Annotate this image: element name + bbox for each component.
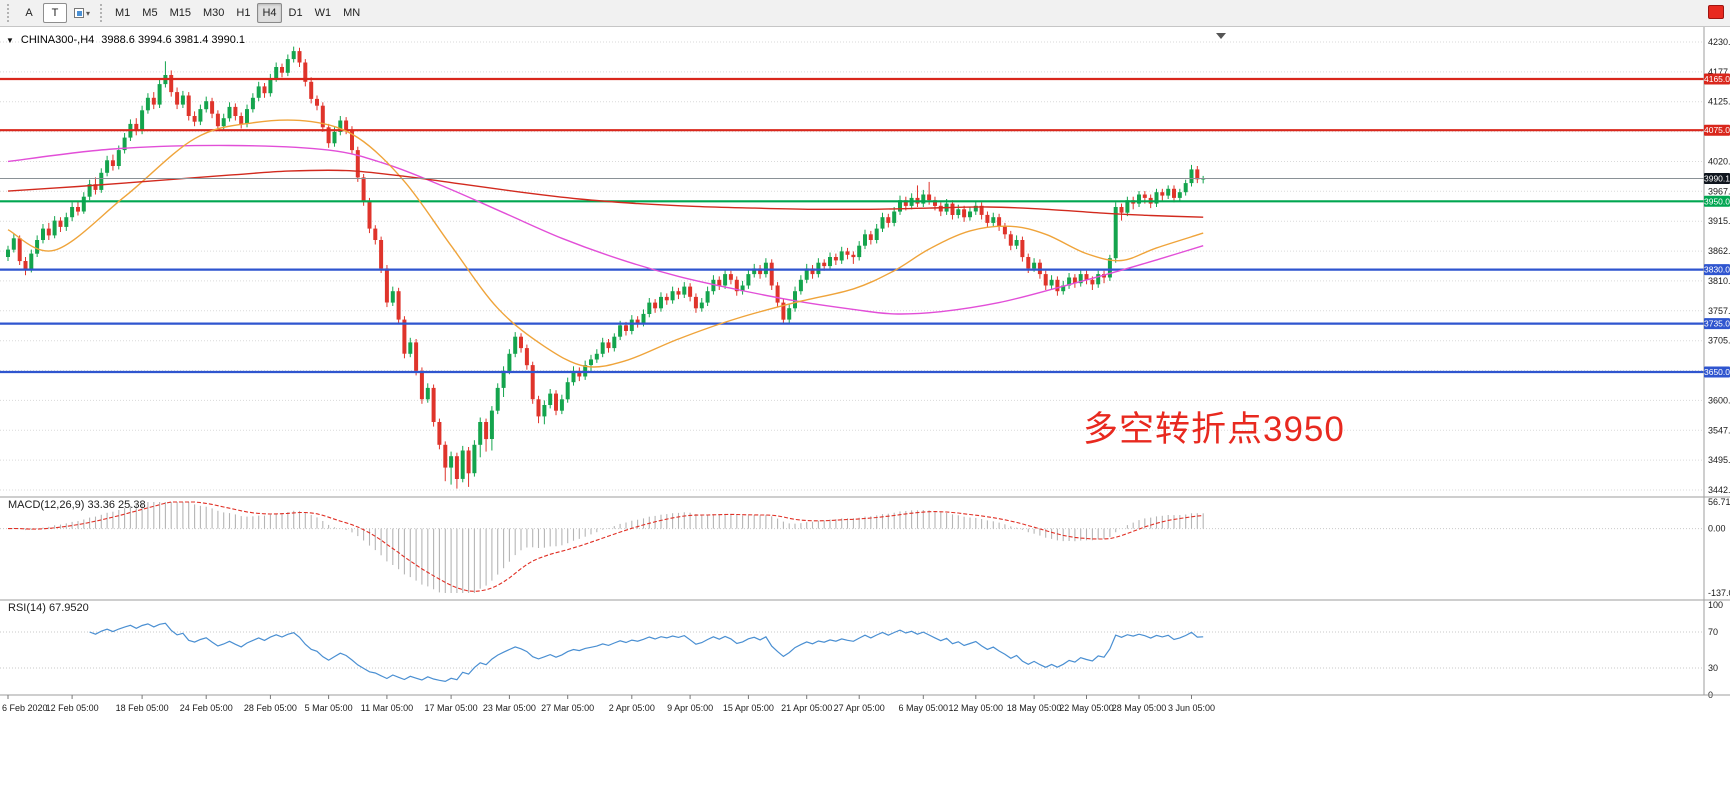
svg-text:5 Mar 05:00: 5 Mar 05:00 <box>305 703 353 713</box>
toolbar: A T ▾ M1 M5 M15 M30 H1 H4 D1 W1 MN <box>0 0 1730 27</box>
svg-text:3495.0: 3495.0 <box>1708 455 1730 465</box>
timeframe-d1-button[interactable]: D1 <box>284 3 308 23</box>
svg-text:3650.0: 3650.0 <box>1704 367 1730 377</box>
price-tag-3830.0 <box>1704 264 1730 276</box>
price-tag-3990.1 <box>1704 173 1730 184</box>
price-tag-4165.0 <box>1704 73 1730 85</box>
rsi-line <box>89 622 1204 683</box>
timeframe-w1-button[interactable]: W1 <box>310 3 337 23</box>
svg-text:3830.0: 3830.0 <box>1704 265 1730 275</box>
svg-text:100: 100 <box>1708 600 1723 610</box>
svg-text:27 Mar 05:00: 27 Mar 05:00 <box>541 703 594 713</box>
svg-text:12 Feb 05:00: 12 Feb 05:00 <box>46 703 99 713</box>
svg-text:4230.0: 4230.0 <box>1708 37 1730 47</box>
svg-text:3862.5: 3862.5 <box>1708 246 1730 256</box>
svg-text:2 Apr 05:00: 2 Apr 05:00 <box>609 703 655 713</box>
label-tool-button[interactable]: T <box>43 3 67 23</box>
svg-text:0.00: 0.00 <box>1708 524 1726 534</box>
price-tag-3950.0 <box>1704 195 1730 207</box>
red-square-button[interactable] <box>1708 5 1724 19</box>
svg-text:4075.0: 4075.0 <box>1704 125 1730 135</box>
svg-text:3705.0: 3705.0 <box>1708 336 1730 346</box>
ma-mid-orange <box>7 119 1204 368</box>
timeframe-m30-button[interactable]: M30 <box>198 3 229 23</box>
svg-text:3757.5: 3757.5 <box>1708 306 1730 316</box>
candles-layer <box>6 46 1206 489</box>
svg-text:3600.0: 3600.0 <box>1708 395 1730 405</box>
svg-text:12 May 05:00: 12 May 05:00 <box>949 703 1004 713</box>
svg-text:24 Feb 05:00: 24 Feb 05:00 <box>180 703 233 713</box>
svg-text:27 Apr 05:00: 27 Apr 05:00 <box>834 703 885 713</box>
chart-shift-marker[interactable] <box>1216 33 1226 39</box>
symbol-dropdown-icon[interactable]: ▼ <box>6 35 14 45</box>
timeframe-mn-button[interactable]: MN <box>338 3 365 23</box>
svg-text:18 May 05:00: 18 May 05:00 <box>1007 703 1062 713</box>
svg-text:15 Apr 05:00: 15 Apr 05:00 <box>723 703 774 713</box>
price-tags: 4165.0 4075.0 3950.0 3830.0 3735.0 3650.0 3990… <box>1704 73 1730 378</box>
macd-panel: 56.71 0.00 -137.01 <box>0 497 1730 598</box>
svg-text:23 Mar 05:00: 23 Mar 05:00 <box>483 703 536 713</box>
toolbar-grip[interactable] <box>7 4 12 22</box>
price-grid <box>0 41 1704 491</box>
svg-text:3735.0: 3735.0 <box>1704 319 1730 329</box>
price-tag-4075.0 <box>1704 124 1730 136</box>
svg-text:22 May 05:00: 22 May 05:00 <box>1059 703 1114 713</box>
svg-text:17 Mar 05:00: 17 Mar 05:00 <box>425 703 478 713</box>
svg-text:3442.5: 3442.5 <box>1708 485 1730 495</box>
svg-text:6 Feb 2020: 6 Feb 2020 <box>2 703 48 713</box>
timeframe-m1-button[interactable]: M1 <box>110 3 135 23</box>
svg-text:28 Feb 05:00: 28 Feb 05:00 <box>244 703 297 713</box>
svg-text:21 Apr 05:00: 21 Apr 05:00 <box>781 703 832 713</box>
panel-separators <box>0 27 1730 696</box>
svg-text:28 May 05:00: 28 May 05:00 <box>1112 703 1167 713</box>
timeframe-h1-button[interactable]: H1 <box>231 3 255 23</box>
shapes-dropdown-button[interactable]: ▾ <box>69 3 95 23</box>
svg-text:3950.0: 3950.0 <box>1704 196 1730 206</box>
chevron-down-icon: ▾ <box>86 8 91 18</box>
ma-slow-magenta <box>7 144 1204 315</box>
text-tool-button[interactable]: A <box>17 3 41 23</box>
svg-text:18 Feb 05:00: 18 Feb 05:00 <box>116 703 169 713</box>
svg-text:3810.0: 3810.0 <box>1708 276 1730 286</box>
svg-text:30: 30 <box>1708 663 1718 673</box>
svg-text:9 Apr 05:00: 9 Apr 05:00 <box>667 703 713 713</box>
svg-text:3 Jun 05:00: 3 Jun 05:00 <box>1168 703 1215 713</box>
toolbar-grip-2[interactable] <box>100 4 105 22</box>
svg-text:4125.0: 4125.0 <box>1708 97 1730 107</box>
price-tag-3650.0 <box>1704 366 1730 378</box>
svg-text:11 Mar 05:00: 11 Mar 05:00 <box>361 703 413 713</box>
ma-long-red <box>7 169 1204 218</box>
svg-text:3990.1: 3990.1 <box>1704 173 1730 183</box>
svg-text:-137.01: -137.01 <box>1708 588 1730 598</box>
svg-text:4165.0: 4165.0 <box>1704 74 1730 84</box>
timeframe-m15-button[interactable]: M15 <box>165 3 196 23</box>
svg-text:56.71: 56.71 <box>1708 497 1730 507</box>
svg-text:4177.5: 4177.5 <box>1708 67 1730 77</box>
svg-text:3915.0: 3915.0 <box>1708 216 1730 226</box>
svg-text:4020.0: 4020.0 <box>1708 156 1730 166</box>
shapes-icon <box>74 8 84 18</box>
timeframe-m5-button[interactable]: M5 <box>137 3 162 23</box>
svg-text:3547.5: 3547.5 <box>1708 425 1730 435</box>
svg-text:6 May 05:00: 6 May 05:00 <box>899 703 949 713</box>
horizontal-lines <box>0 77 1704 374</box>
price-tag-3735.0 <box>1704 318 1730 330</box>
timeframe-h4-button[interactable]: H4 <box>257 3 282 23</box>
svg-text:70: 70 <box>1708 627 1718 637</box>
macd-signal-line <box>7 501 1204 592</box>
svg-text:3967.5: 3967.5 <box>1708 186 1730 196</box>
